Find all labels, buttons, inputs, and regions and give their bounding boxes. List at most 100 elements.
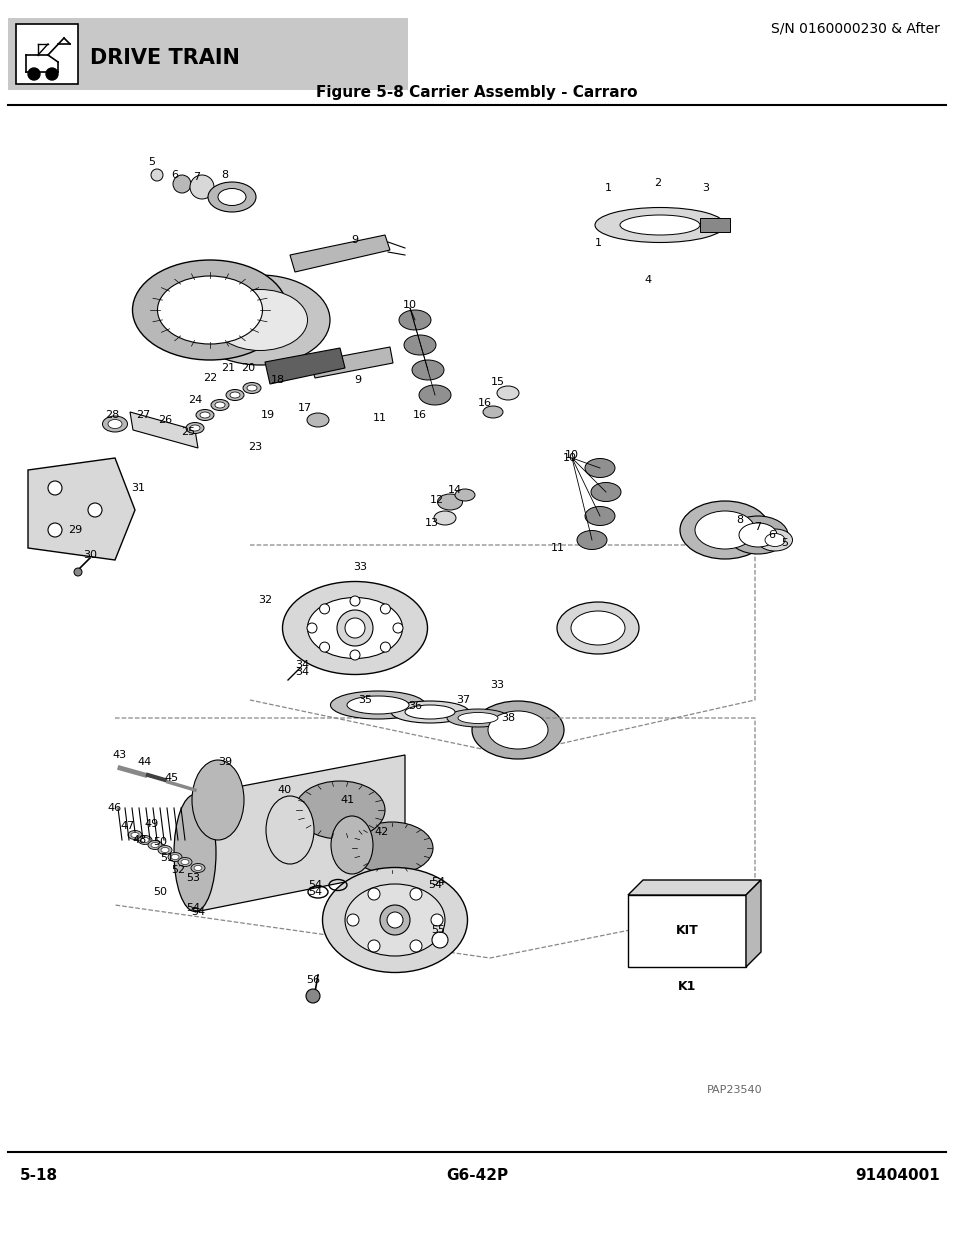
Text: 36: 36: [408, 701, 421, 711]
Ellipse shape: [757, 529, 792, 551]
Ellipse shape: [178, 857, 192, 867]
Ellipse shape: [619, 215, 700, 235]
Circle shape: [347, 914, 358, 926]
Ellipse shape: [590, 483, 620, 501]
Text: 15: 15: [491, 377, 504, 387]
Text: 7: 7: [754, 522, 760, 532]
Text: 10: 10: [564, 450, 578, 459]
Ellipse shape: [345, 884, 444, 956]
Circle shape: [345, 618, 365, 638]
Circle shape: [410, 940, 421, 952]
Ellipse shape: [294, 781, 385, 839]
Polygon shape: [627, 881, 760, 895]
Circle shape: [410, 888, 421, 900]
Text: 17: 17: [297, 403, 312, 412]
Text: 9: 9: [351, 235, 358, 245]
Ellipse shape: [434, 511, 456, 525]
Ellipse shape: [331, 816, 373, 874]
Ellipse shape: [695, 511, 754, 550]
Ellipse shape: [151, 842, 159, 847]
Text: 34: 34: [294, 667, 309, 677]
Text: 54: 54: [308, 881, 322, 890]
Text: 12: 12: [430, 495, 443, 505]
Ellipse shape: [679, 501, 769, 559]
Text: 22: 22: [203, 373, 217, 383]
Ellipse shape: [218, 189, 246, 205]
Text: 8: 8: [221, 170, 229, 180]
Polygon shape: [265, 348, 345, 384]
Bar: [16, 23, 78, 84]
Ellipse shape: [347, 697, 409, 714]
Text: 11: 11: [373, 412, 387, 424]
Text: 49: 49: [145, 819, 159, 829]
Ellipse shape: [193, 866, 202, 871]
Circle shape: [307, 622, 316, 634]
Text: 14: 14: [448, 485, 461, 495]
Text: 1: 1: [594, 238, 601, 248]
Ellipse shape: [243, 383, 261, 394]
Text: 5-18: 5-18: [20, 1167, 58, 1182]
Text: 10: 10: [402, 300, 416, 310]
Ellipse shape: [181, 860, 189, 864]
Ellipse shape: [128, 830, 142, 840]
Ellipse shape: [158, 846, 172, 855]
Text: 91404001: 91404001: [854, 1167, 939, 1182]
Ellipse shape: [190, 425, 200, 431]
Text: 32: 32: [257, 595, 272, 605]
Circle shape: [319, 642, 329, 652]
Bar: [627, 895, 745, 967]
Circle shape: [151, 169, 163, 182]
Circle shape: [380, 604, 390, 614]
Circle shape: [48, 522, 62, 537]
Circle shape: [387, 911, 402, 927]
Circle shape: [393, 622, 402, 634]
Text: 34: 34: [294, 659, 309, 671]
Text: 1: 1: [604, 183, 611, 193]
Text: 25: 25: [181, 427, 194, 437]
Text: G6-42P: G6-42P: [445, 1167, 508, 1182]
Text: 41: 41: [340, 795, 355, 805]
Ellipse shape: [437, 494, 462, 510]
Ellipse shape: [192, 760, 244, 840]
Ellipse shape: [764, 534, 784, 547]
Text: 20: 20: [241, 363, 254, 373]
Text: 24: 24: [188, 395, 202, 405]
Polygon shape: [130, 412, 198, 448]
Text: 27: 27: [135, 410, 150, 420]
Polygon shape: [194, 755, 405, 911]
Ellipse shape: [398, 310, 431, 330]
Text: 23: 23: [248, 442, 262, 452]
Text: 44: 44: [138, 757, 152, 767]
Text: 46: 46: [108, 803, 122, 813]
Text: 8: 8: [736, 515, 742, 525]
Text: 10: 10: [562, 453, 577, 463]
Circle shape: [368, 888, 379, 900]
Ellipse shape: [247, 385, 256, 391]
Text: 50: 50: [152, 887, 167, 897]
Ellipse shape: [307, 598, 402, 658]
Text: 5: 5: [149, 157, 155, 167]
Text: 35: 35: [357, 695, 372, 705]
Text: 54: 54: [186, 903, 200, 913]
Text: Figure 5-8 Carrier Assembly - Carraro: Figure 5-8 Carrier Assembly - Carraro: [315, 84, 638, 100]
Ellipse shape: [266, 797, 314, 864]
Text: DRIVE TRAIN: DRIVE TRAIN: [90, 48, 239, 68]
Circle shape: [46, 68, 58, 80]
Ellipse shape: [403, 335, 436, 354]
Text: 56: 56: [306, 974, 319, 986]
Text: 3: 3: [701, 183, 709, 193]
Text: S/N 0160000230 & After: S/N 0160000230 & After: [770, 21, 939, 35]
Ellipse shape: [455, 489, 475, 501]
Ellipse shape: [391, 701, 469, 722]
Circle shape: [48, 480, 62, 495]
Ellipse shape: [208, 182, 255, 212]
Circle shape: [190, 175, 213, 199]
Bar: [700, 219, 729, 232]
Text: 11: 11: [551, 543, 564, 553]
Text: KIT: KIT: [675, 925, 698, 937]
Polygon shape: [290, 235, 390, 272]
Text: 53: 53: [186, 873, 200, 883]
Circle shape: [336, 610, 373, 646]
Circle shape: [319, 604, 329, 614]
Ellipse shape: [412, 359, 443, 380]
